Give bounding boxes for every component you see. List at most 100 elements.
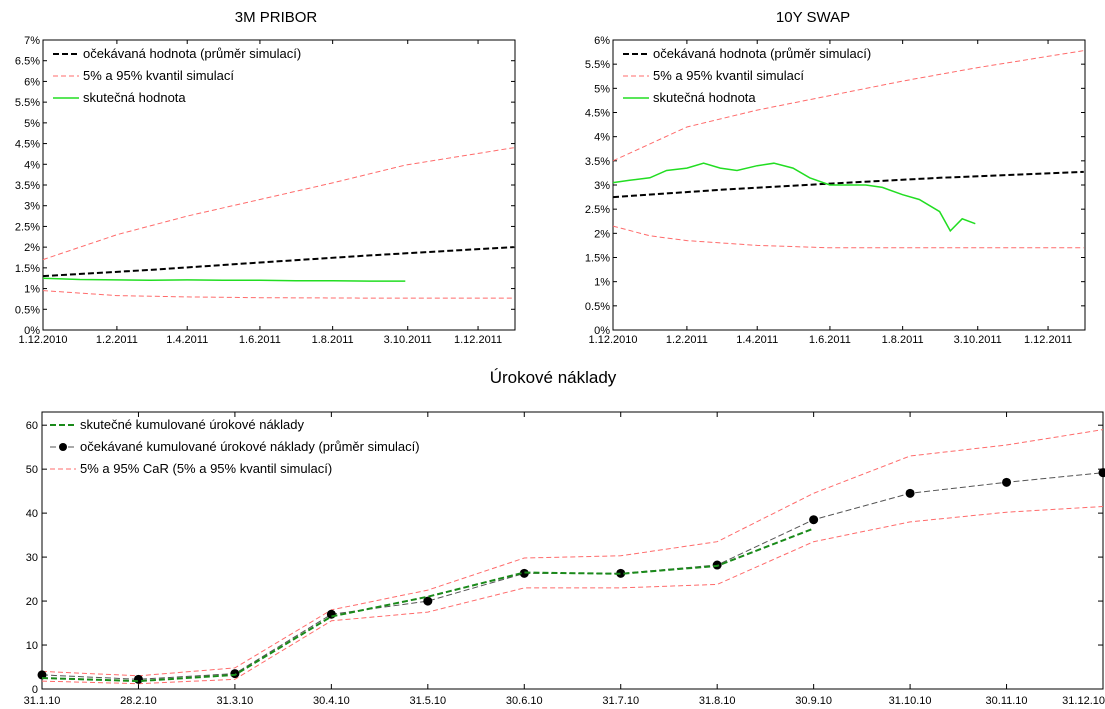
x-tick-label: 30.4.10 bbox=[313, 695, 350, 707]
legend-label: očekávaná hodnota (průměr simulací) bbox=[653, 46, 871, 61]
x-tick-label: 1.12.2011 bbox=[1024, 334, 1072, 346]
data-point bbox=[423, 596, 433, 606]
y-axis: 0 10 20 30 40 50 60 bbox=[26, 420, 1103, 696]
x-tick-label: 30.6.10 bbox=[506, 695, 543, 707]
x-tick-label: 1.2.2011 bbox=[96, 334, 138, 346]
y-tick-label: 0% bbox=[594, 325, 610, 337]
x-tick-label: 31.12.10 bbox=[1062, 695, 1105, 707]
x-axis: 31.1.10 28.2.10 31.3.10 30.4.10 31.5.10 30.6.… bbox=[24, 412, 1105, 707]
y-tick-label: 30 bbox=[26, 552, 38, 564]
y-tick-label: 6% bbox=[24, 76, 40, 88]
y-tick-label: 5.5% bbox=[15, 97, 40, 109]
plot-frame bbox=[42, 39, 516, 331]
data-point bbox=[809, 515, 819, 525]
chart-title: Úrokové náklady bbox=[490, 368, 617, 387]
chart-title: 10Y SWAP bbox=[776, 9, 850, 26]
y-tick-label: 3.5% bbox=[15, 180, 40, 192]
y-tick-label: 4.5% bbox=[585, 108, 610, 120]
series-group bbox=[612, 50, 1084, 249]
x-tick-label: 30.9.10 bbox=[795, 695, 832, 707]
y-tick-label: 2.5% bbox=[585, 204, 610, 216]
series-line bbox=[612, 170, 1084, 199]
y-tick-label: 1.5% bbox=[585, 253, 610, 265]
series-line bbox=[41, 506, 1104, 685]
y-tick-label: 0% bbox=[24, 325, 40, 337]
series-line bbox=[42, 147, 514, 261]
y-tick-label: 0 bbox=[32, 684, 38, 696]
y-tick-label: 2% bbox=[24, 242, 40, 254]
legend-label: skutečné kumulované úrokové náklady bbox=[80, 417, 305, 432]
y-tick-label: 0.5% bbox=[15, 304, 40, 316]
x-tick-label: 31.10.10 bbox=[889, 695, 932, 707]
x-tick-label: 3.10.2011 bbox=[384, 334, 432, 346]
legend: očekávaná hodnota (průměr simulací) 5% a … bbox=[53, 46, 301, 105]
series-line bbox=[41, 429, 1104, 677]
x-tick-label: 1.4.2011 bbox=[736, 334, 778, 346]
x-tick-label: 31.8.10 bbox=[699, 695, 736, 707]
series-group bbox=[37, 429, 1105, 685]
series-line bbox=[42, 290, 514, 299]
series-line bbox=[42, 246, 514, 278]
x-tick-label: 1.4.2011 bbox=[166, 334, 208, 346]
y-tick-label: 2% bbox=[594, 228, 610, 240]
x-tick-label: 1.12.2010 bbox=[19, 334, 68, 346]
plot-frame bbox=[41, 411, 1104, 690]
series-line bbox=[612, 225, 1084, 249]
legend: očekávaná hodnota (průměr simulací) 5% a … bbox=[623, 46, 871, 105]
y-tick-label: 10 bbox=[26, 640, 38, 652]
series-line bbox=[42, 277, 406, 282]
data-point bbox=[616, 568, 626, 578]
x-tick-label: 1.6.2011 bbox=[239, 334, 281, 346]
legend-label: očekávané kumulované úrokové náklady (pr… bbox=[80, 439, 420, 454]
x-tick-label: 31.3.10 bbox=[217, 695, 254, 707]
x-axis: 1.12.2010 1.2.2011 1.4.2011 1.6.2011 1.8.201… bbox=[19, 40, 502, 346]
x-tick-label: 28.2.10 bbox=[120, 695, 157, 707]
legend-marker bbox=[59, 443, 67, 451]
y-tick-label: 6% bbox=[594, 35, 610, 47]
x-tick-label: 1.2.2011 bbox=[666, 334, 708, 346]
y-tick-label: 4% bbox=[594, 132, 610, 144]
chart-swap: 10Y SWAP 0% 0.5% 1% 1.5% 2% 2.5% 3% 3.5% 4% 4.5% 5… bbox=[585, 9, 1086, 346]
y-tick-label: 1.5% bbox=[15, 263, 40, 275]
x-tick-label: 31.1.10 bbox=[24, 695, 61, 707]
legend-label: očekávaná hodnota (průměr simulací) bbox=[83, 46, 301, 61]
y-tick-label: 1% bbox=[594, 277, 610, 289]
data-point bbox=[905, 488, 915, 498]
x-tick-label: 31.7.10 bbox=[602, 695, 639, 707]
y-tick-label: 6.5% bbox=[15, 56, 40, 68]
x-tick-label: 31.5.10 bbox=[409, 695, 446, 707]
data-point bbox=[1002, 477, 1012, 487]
chart-naklady: Úrokové náklady 0 10 20 30 40 50 60 31.1.10 28.… bbox=[24, 368, 1105, 707]
x-tick-label: 3.10.2011 bbox=[954, 334, 1002, 346]
y-tick-label: 0.5% bbox=[585, 301, 610, 313]
legend-label: 5% a 95% kvantil simulací bbox=[83, 68, 234, 83]
data-point bbox=[230, 669, 240, 679]
y-tick-label: 7% bbox=[24, 35, 40, 47]
y-tick-label: 5% bbox=[594, 83, 610, 95]
y-tick-label: 20 bbox=[26, 596, 38, 608]
y-tick-label: 50 bbox=[26, 464, 38, 476]
y-tick-label: 4% bbox=[24, 159, 40, 171]
y-tick-label: 3% bbox=[24, 201, 40, 213]
y-tick-label: 4.5% bbox=[15, 139, 40, 151]
x-tick-label: 1.8.2011 bbox=[312, 334, 354, 346]
legend-label: skutečná hodnota bbox=[83, 90, 186, 105]
x-tick-label: 1.8.2011 bbox=[882, 334, 924, 346]
x-tick-label: 1.12.2010 bbox=[589, 334, 638, 346]
chart-pribor: 3M PRIBOR 0% 0.5% 1% 1.5% 2% 2.5% 3% 3.5% 4% 4.5%… bbox=[15, 9, 516, 346]
y-tick-label: 1% bbox=[24, 284, 40, 296]
series-line bbox=[41, 527, 814, 683]
y-axis: 0% 0.5% 1% 1.5% 2% 2.5% 3% 3.5% 4% 4.5% 5% 5.5% 6% 6.… bbox=[15, 35, 515, 337]
series-line bbox=[41, 472, 1104, 680]
y-tick-label: 40 bbox=[26, 508, 38, 520]
y-tick-label: 3.5% bbox=[585, 156, 610, 168]
y-tick-label: 60 bbox=[26, 420, 38, 432]
series-group bbox=[42, 147, 514, 299]
y-tick-label: 5% bbox=[24, 118, 40, 130]
y-tick-label: 3% bbox=[594, 180, 610, 192]
data-point bbox=[1098, 468, 1105, 478]
series-line bbox=[612, 162, 976, 233]
data-point bbox=[519, 568, 529, 578]
y-tick-label: 2.5% bbox=[15, 221, 40, 233]
